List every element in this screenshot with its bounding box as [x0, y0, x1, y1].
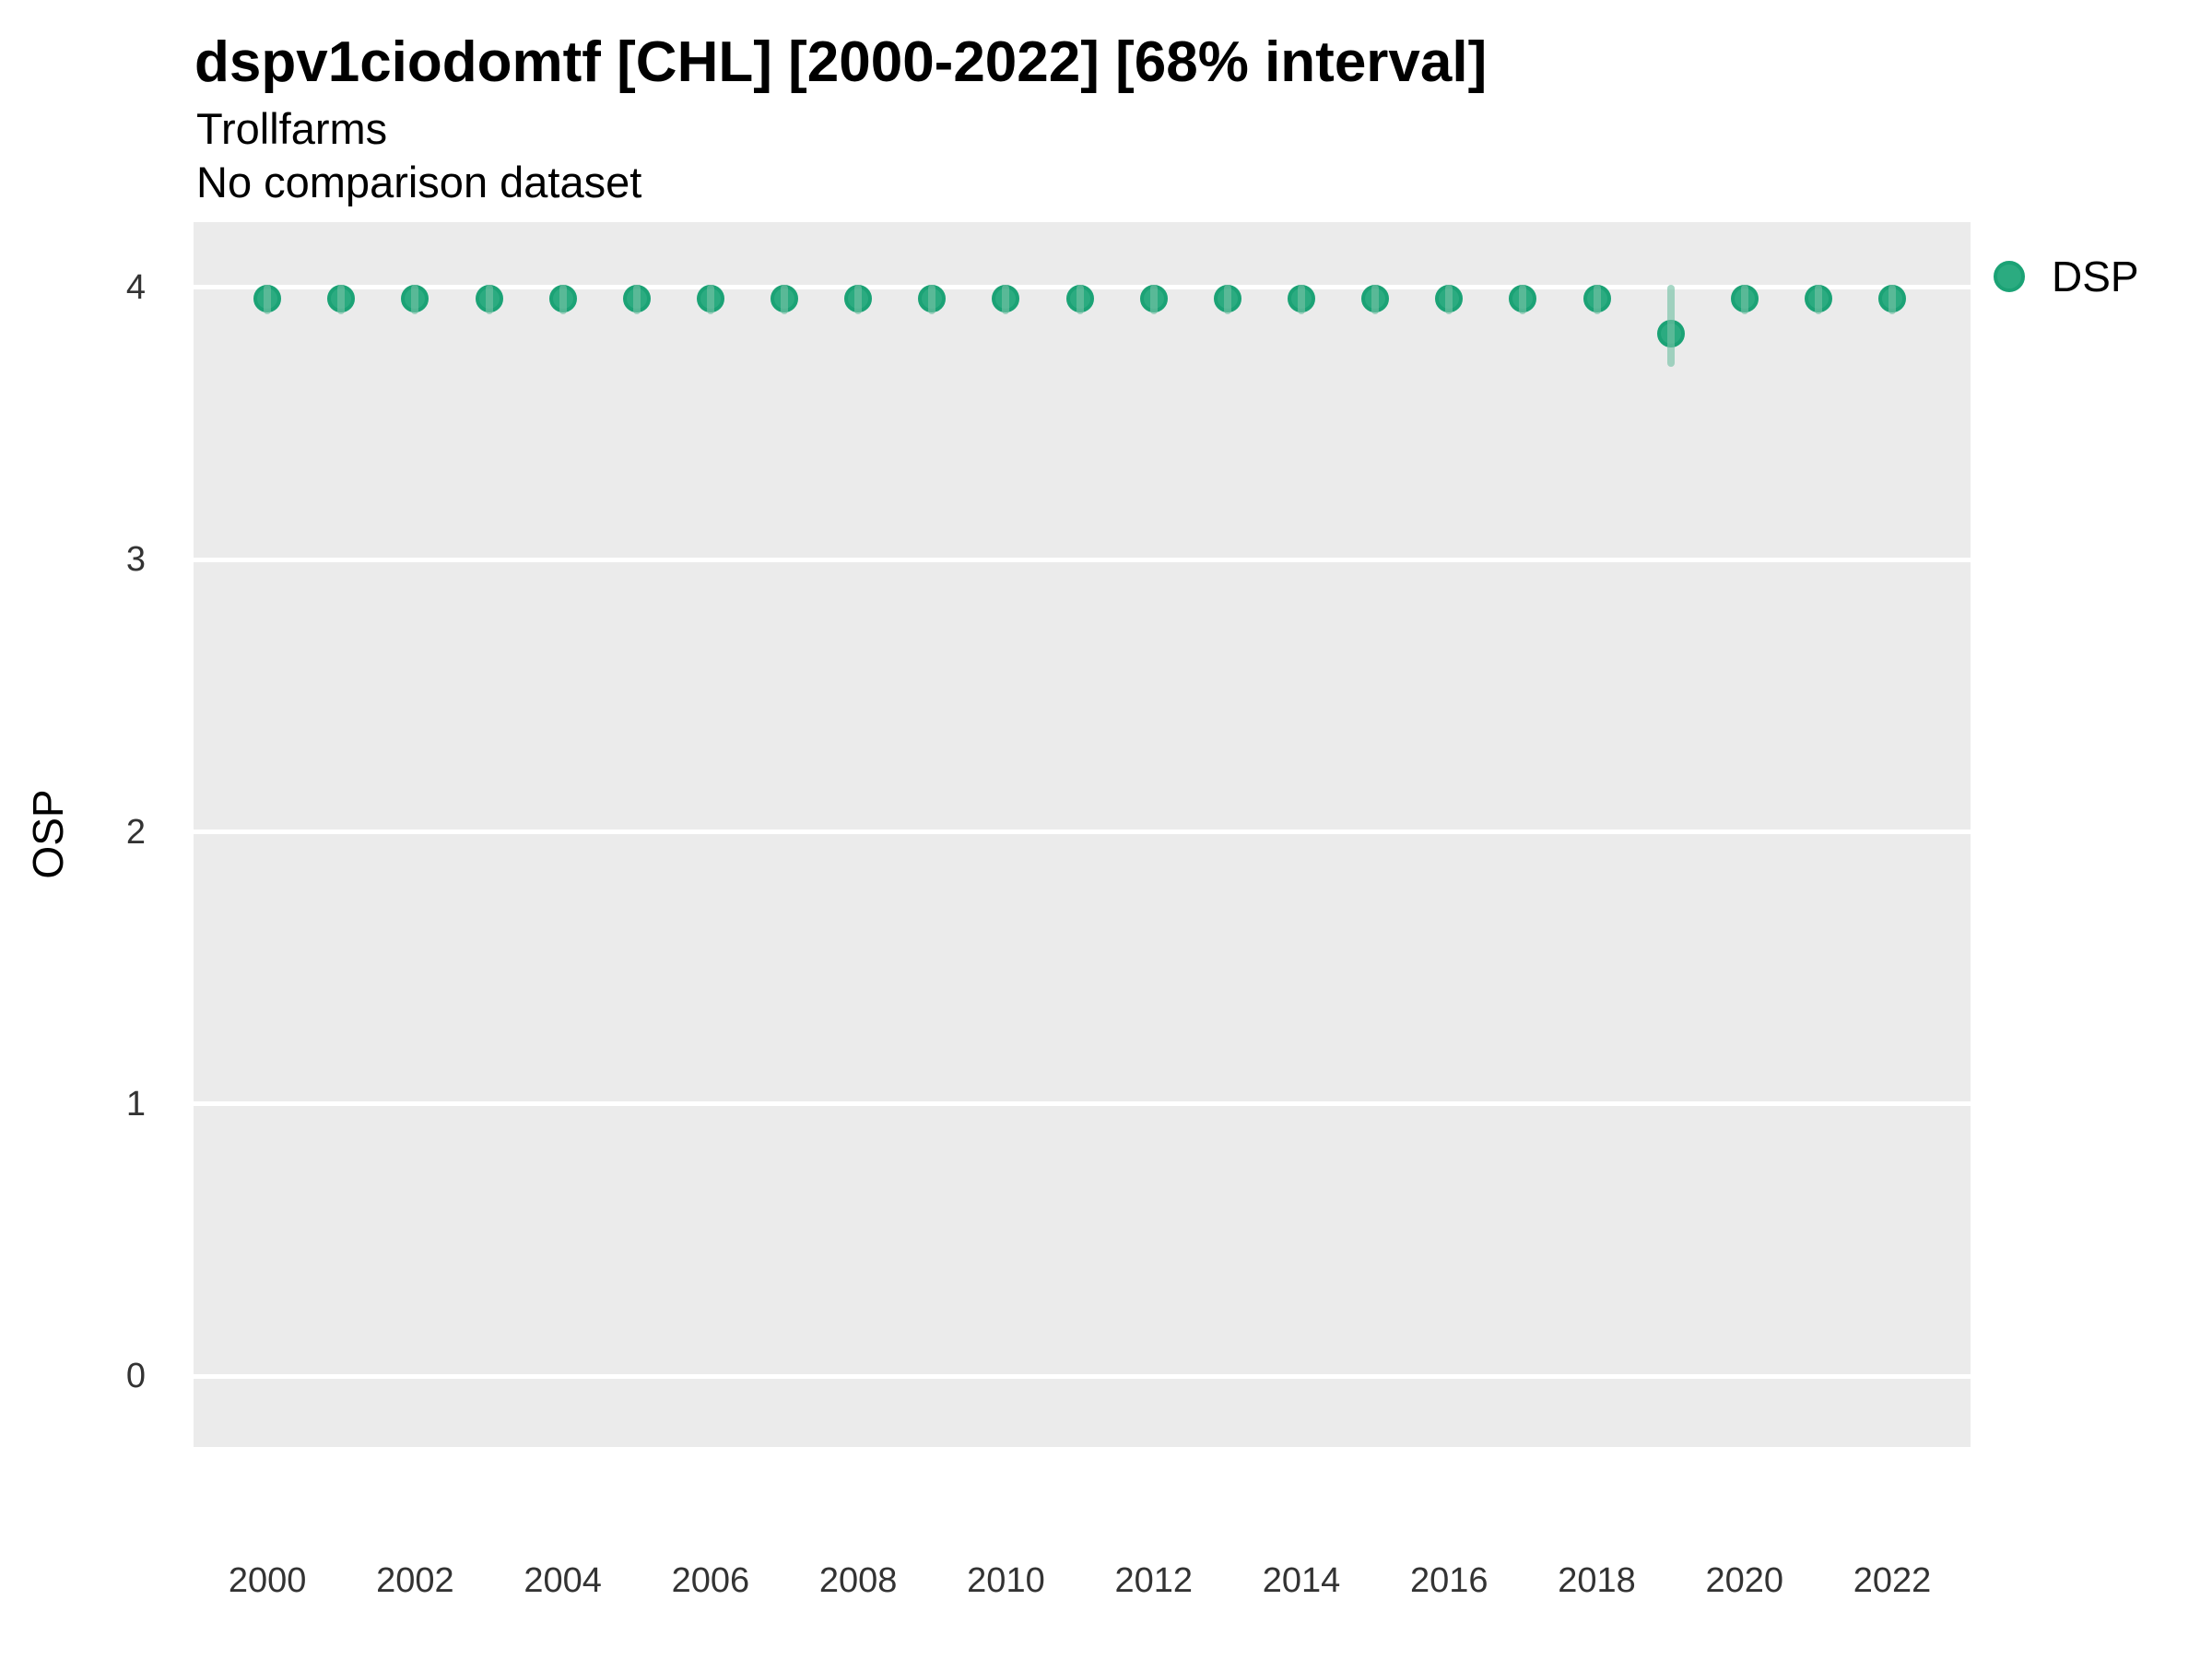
interval-bar-2017	[1519, 284, 1527, 315]
interval-bar-2016	[1445, 284, 1453, 315]
plot-panel	[194, 222, 1971, 1447]
interval-bar-2020	[1740, 284, 1748, 315]
interval-bar-2014	[1297, 284, 1305, 315]
comparison-note: No comparison dataset	[196, 158, 642, 206]
gridline-y-3	[194, 557, 1971, 562]
x-tick-label-2012: 2012	[1114, 1561, 1193, 1600]
x-tick-label-2008: 2008	[818, 1561, 898, 1600]
interval-bar-2022	[1888, 284, 1897, 315]
x-tick-label-2022: 2022	[1853, 1561, 1932, 1600]
interval-bar-2012	[1149, 284, 1158, 315]
x-tick-label-2000: 2000	[228, 1561, 307, 1600]
gridline-y-0	[194, 1373, 1971, 1379]
legend-label: DSP	[2052, 253, 2139, 300]
interval-bar-2000	[264, 284, 272, 315]
interval-bar-2003	[485, 284, 493, 315]
x-tick-label-2018: 2018	[1558, 1561, 1636, 1600]
x-tick-label-2014: 2014	[1262, 1561, 1341, 1600]
x-tick-label-2020: 2020	[1705, 1561, 1784, 1600]
y-tick-label-3: 3	[125, 540, 146, 580]
interval-bar-2007	[781, 284, 789, 315]
interval-bar-2004	[559, 284, 567, 315]
y-tick-label-0: 0	[125, 1357, 146, 1396]
interval-bar-2019	[1666, 284, 1675, 367]
interval-bar-2005	[632, 284, 641, 315]
x-tick-label-2002: 2002	[376, 1561, 454, 1600]
interval-bar-2011	[1076, 284, 1084, 315]
interval-bar-2021	[1814, 284, 1822, 315]
x-tick-label-2004: 2004	[524, 1561, 602, 1600]
interval-bar-2006	[706, 284, 714, 315]
interval-bar-2015	[1371, 284, 1380, 315]
interval-bar-2013	[1223, 284, 1231, 315]
chart-title: dspv1ciodomtf [CHL] [2000-2022] [68% int…	[194, 30, 1488, 94]
interval-bar-2008	[854, 284, 863, 315]
interval-bar-2009	[928, 284, 936, 315]
y-tick-label-1: 1	[125, 1084, 146, 1124]
legend-marker-dot-icon	[1994, 261, 2025, 292]
gridline-y-2	[194, 830, 1971, 835]
interval-bar-2002	[411, 284, 419, 315]
interval-bar-2001	[337, 284, 346, 315]
chart-subtitle: Trollfarms	[196, 104, 388, 153]
y-tick-label-4: 4	[125, 267, 146, 307]
y-tick-label-2: 2	[125, 812, 146, 852]
x-tick-label-2006: 2006	[671, 1561, 750, 1600]
x-tick-label-2010: 2010	[967, 1561, 1045, 1600]
interval-bar-2010	[1002, 284, 1010, 315]
gridline-y-1	[194, 1101, 1971, 1107]
interval-bar-2018	[1593, 284, 1601, 315]
x-tick-label-2016: 2016	[1409, 1561, 1488, 1600]
